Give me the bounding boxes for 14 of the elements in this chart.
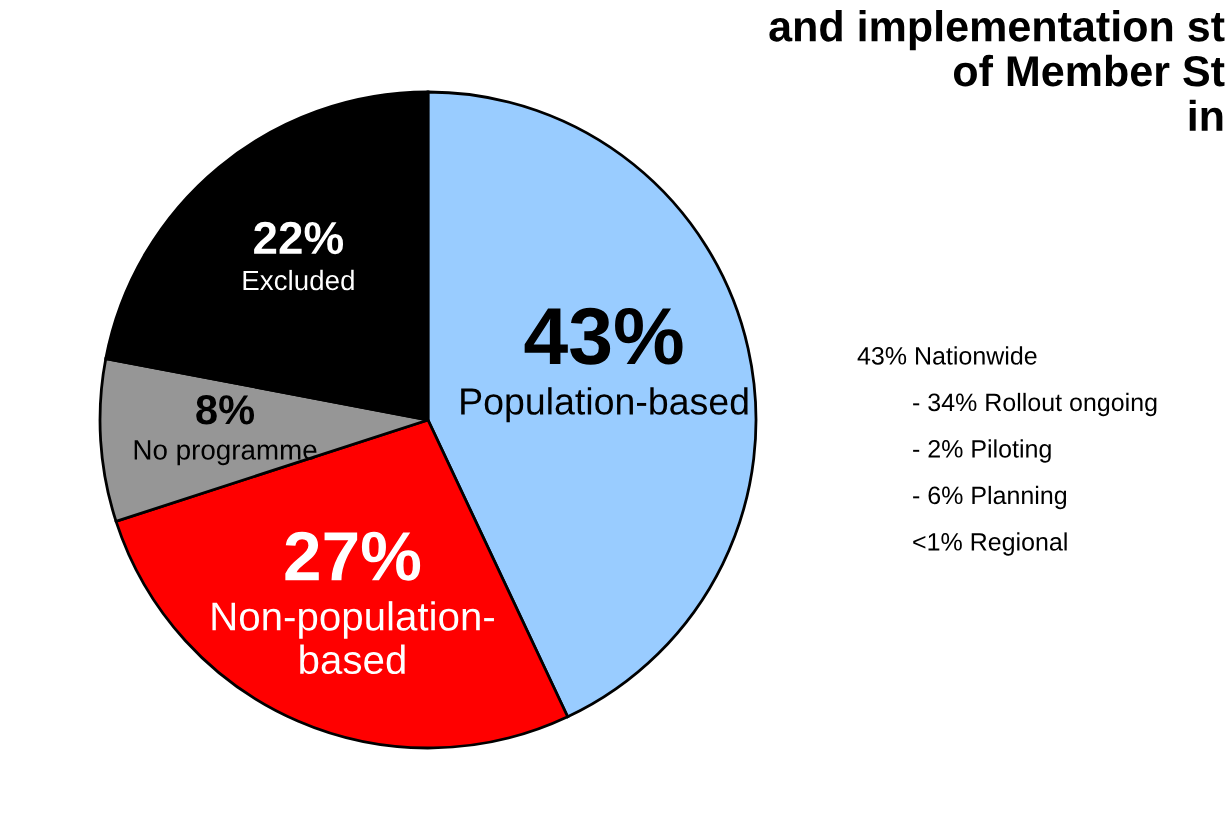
data-label: 22% bbox=[254, 221, 344, 255]
slice-label: No programme bbox=[134, 440, 317, 466]
text: - 2% Piloting bbox=[913, 439, 1051, 463]
text: - 34% Rollout ongoing bbox=[913, 392, 1157, 417]
text: 43% Nationwide bbox=[857, 346, 1037, 365]
text: <1% Regional bbox=[913, 532, 1067, 556]
data-label: 43% bbox=[524, 307, 683, 365]
slice-label: Population-based bbox=[461, 387, 748, 423]
slice-label: Excluded bbox=[243, 269, 354, 291]
data-label: 27% bbox=[285, 531, 421, 581]
slice-label: Non-population- based bbox=[212, 601, 494, 675]
data-label: 8% bbox=[196, 395, 255, 425]
text: and implementation st of Member St in bbox=[769, 10, 1225, 131]
text: - 6% Planning bbox=[913, 485, 1067, 510]
